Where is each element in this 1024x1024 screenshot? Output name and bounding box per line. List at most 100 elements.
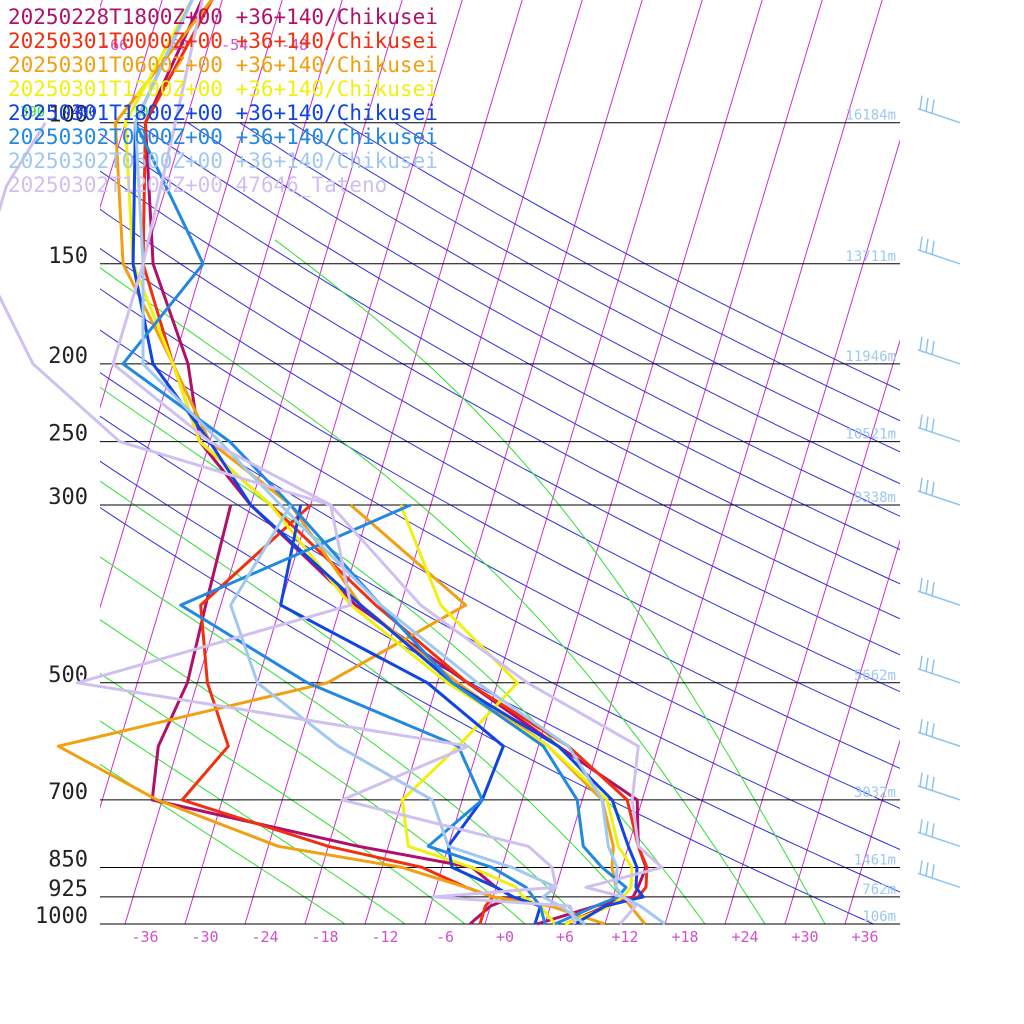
wind-barb-flag — [925, 97, 929, 112]
temperature-line — [111, 0, 664, 925]
wind-barb-flag — [919, 236, 923, 251]
sounding-series — [0, 0, 664, 925]
dry-adiabat-line — [100, 506, 875, 924]
isotherm-line — [664, 138, 900, 924]
wind-barb-flag — [925, 338, 929, 354]
dewpoint-line — [56, 503, 606, 926]
wind-barb-flag — [931, 864, 935, 879]
temperature-tick: +18 — [671, 928, 698, 946]
wind-barb-flag — [925, 721, 929, 736]
sounding-series — [121, 0, 628, 926]
temperature-line — [143, 0, 648, 926]
pressure-label: 100 — [48, 103, 88, 128]
height-label: 11946m — [845, 349, 896, 365]
height-label: 16184m — [845, 108, 896, 124]
temperature-axis: -36 -30 -24 -18 -12 -6 +0 +6 +12 +18 +24 +30 +36 — [131, 928, 878, 946]
wind-barb — [917, 860, 961, 889]
legend-entry: 20250301T0600Z+00 +36+140/Chikusei — [8, 53, 438, 77]
pressure-label: 850 — [48, 847, 88, 872]
wind-barb — [917, 236, 961, 265]
temperature-tick: -6 — [436, 928, 454, 946]
pressure-label: 925 — [48, 877, 88, 902]
wind-barb-flag — [931, 99, 935, 114]
wind-barb-staff — [917, 426, 961, 443]
wind-barb-staff — [917, 872, 961, 889]
wind-barb-staff — [917, 349, 961, 365]
height-labels: 16184m 13711m 11946m 10521m 9338m 5662m 3032m 1… — [845, 108, 896, 925]
height-label: 3032m — [854, 785, 896, 801]
isotherm-grid — [100, 0, 1024, 924]
wind-barb-staff — [917, 590, 961, 606]
isotherm-line — [965, 0, 1024, 924]
moist-adiabat-line — [100, 267, 766, 924]
temperature-line — [121, 0, 628, 926]
isotherm-line — [100, 0, 283, 610]
dewpoint-line — [179, 503, 547, 925]
dry-adiabat-line — [239, 122, 900, 485]
moist-adiabat-line — [100, 763, 346, 924]
legend: 20250228T1800Z+00 +36+140/Chikusei202503… — [8, 5, 438, 197]
moist-adiabat-grid — [100, 239, 826, 924]
dry-adiabat-line — [135, 122, 900, 551]
moist-adiabat-line — [100, 619, 526, 924]
wind-barb-flag — [919, 819, 923, 834]
dry-adiabat-line — [100, 247, 900, 693]
moist-adiabat-line — [274, 239, 826, 924]
wind-barb-flag — [925, 862, 929, 877]
theta-label: 400 — [72, 105, 97, 121]
legend-entry: 20250302T1200Z+00 47646_Tateno — [8, 173, 387, 197]
dry-adiabat-line — [394, 122, 900, 391]
wind-barb-flag — [931, 776, 935, 791]
pressure-label: 1000 — [35, 904, 88, 929]
wind-barb-flag — [919, 578, 923, 593]
isotherm-line — [784, 538, 900, 924]
wind-barb-staff — [917, 785, 961, 801]
isotherm-line — [304, 0, 583, 924]
temperature-tick: +36 — [851, 928, 878, 946]
pressure-label: 150 — [48, 244, 88, 269]
legend-entry: 20250301T1800Z+00 +36+140/Chikusei — [8, 101, 438, 125]
isotherm-line — [244, 0, 523, 924]
legend-entry: 20250301T0000Z+00 +36+140/Chikusei — [8, 29, 438, 53]
isotherm-line — [424, 0, 703, 924]
wind-barbs — [917, 95, 961, 889]
temperature-tick: +6 — [556, 928, 574, 946]
dry-adiabat-grid — [100, 122, 900, 924]
dry-adiabat-line — [100, 208, 900, 656]
wind-barb-staff — [917, 490, 961, 506]
temperature-tick: -36 — [131, 928, 158, 946]
temperature-tick: +24 — [731, 928, 758, 946]
wind-barb-flag — [919, 477, 923, 493]
wind-barb-flag — [925, 821, 929, 836]
wind-barb-flag — [925, 657, 929, 672]
wind-barb-flag — [925, 580, 929, 595]
height-label: 762m — [862, 882, 896, 898]
pressure-label: 700 — [48, 780, 88, 805]
sounding-series — [133, 0, 666, 926]
isotherm-line — [484, 0, 763, 924]
upper-temperature-label: -66 — [101, 36, 128, 54]
dry-adiabat-line — [291, 122, 900, 453]
wind-barb-flag — [931, 481, 935, 497]
dewpoint-line — [229, 504, 586, 926]
legend-entry: 20250302T0600Z+00 +36+140/Chikusei — [8, 149, 438, 173]
isotherm-line — [124, 0, 403, 924]
wind-barb-flag — [931, 723, 935, 738]
height-label: 106m — [862, 909, 896, 925]
wind-barb — [917, 414, 961, 443]
isotherm-line — [100, 0, 163, 210]
dry-adiabat-line — [100, 170, 900, 620]
wind-barb-flag — [919, 772, 923, 787]
isobar-grid — [100, 122, 900, 925]
dry-adiabat-line — [100, 133, 900, 585]
legend-entry: 20250302T0000Z+00 +36+140/Chikusei — [8, 125, 438, 149]
sounding-profiles — [0, 0, 666, 926]
wind-barb — [917, 655, 961, 684]
wind-barb — [917, 95, 961, 124]
wind-barb-flag — [919, 95, 923, 110]
legend-entry: 20250228T1800Z+00 +36+140/Chikusei — [8, 5, 438, 29]
wind-barb-flag — [931, 659, 935, 674]
wind-barb-flag — [931, 823, 935, 838]
wind-barb-flag — [931, 340, 935, 356]
theta-label: 390 — [20, 105, 45, 121]
